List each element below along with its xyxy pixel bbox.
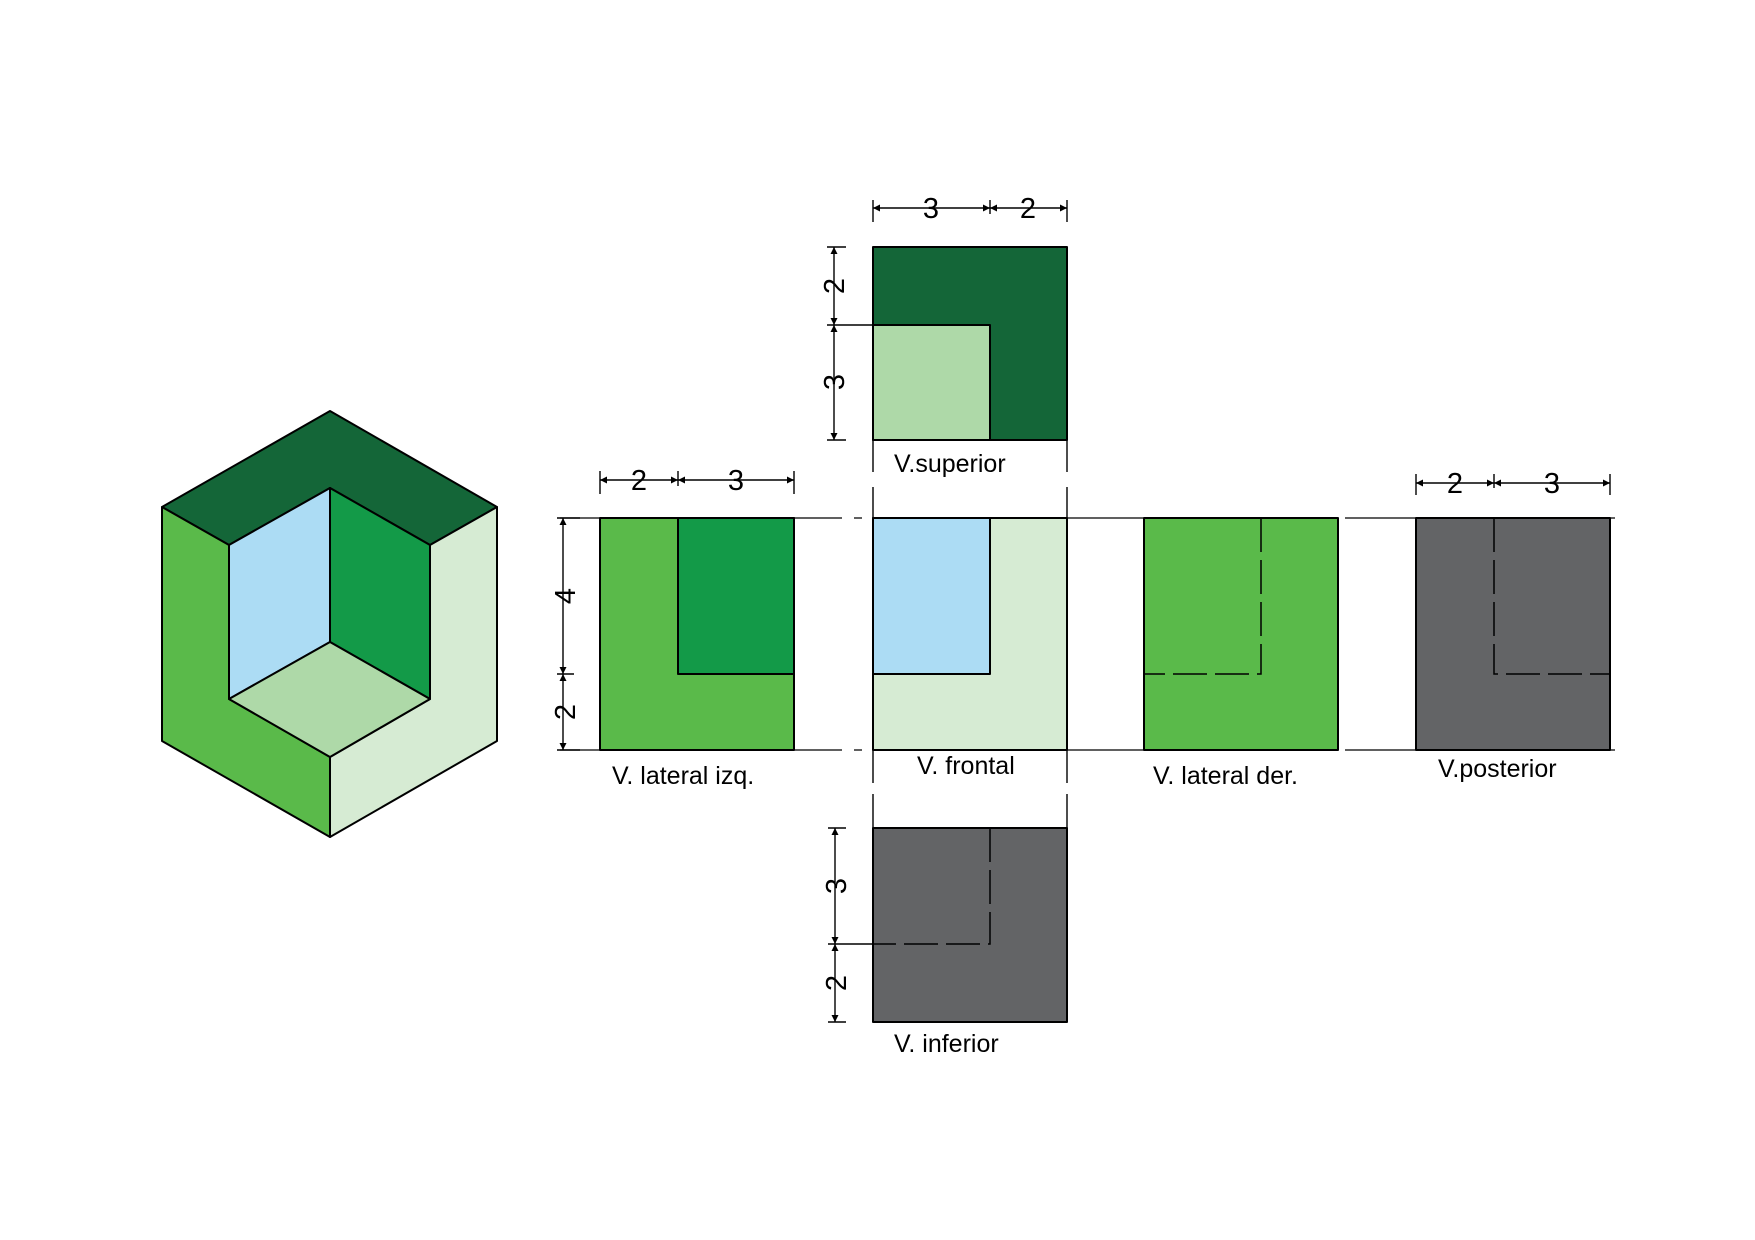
superior-label: V.superior xyxy=(894,450,1006,478)
lateral-der-hidden-lines xyxy=(1144,518,1262,675)
superior-dimension-top: 3 2 xyxy=(872,193,1068,225)
lateral-der-outline xyxy=(1143,517,1339,751)
posterior-dim-top-2: 3 xyxy=(1544,468,1560,500)
superior-dimension-left: 2 3 xyxy=(819,246,873,441)
view-lateral-izq: V. lateral izq. 2 3 4 2 xyxy=(550,465,795,790)
frontal-label: V. frontal xyxy=(917,752,1015,780)
frontal-inner-face xyxy=(872,517,991,675)
superior-dim-left-2: 3 xyxy=(819,374,851,390)
lateral-izq-inner-face xyxy=(677,517,795,675)
posterior-dim-top-1: 2 xyxy=(1447,468,1463,500)
lateral-izq-dim-left-1: 4 xyxy=(550,588,582,604)
iso-inner-floor-face xyxy=(228,641,431,758)
posterior-label: V.posterior xyxy=(1438,755,1557,783)
view-inferior: V. inferior 3 2 xyxy=(821,827,1068,1058)
view-frontal: V. frontal xyxy=(872,517,1068,780)
inferior-dimension-left: 3 2 xyxy=(821,827,873,1023)
posterior-outline xyxy=(1415,517,1611,751)
lateral-izq-label: V. lateral izq. xyxy=(612,762,754,790)
lateral-der-label: V. lateral der. xyxy=(1153,762,1298,790)
lateral-izq-dim-top-2: 3 xyxy=(728,465,744,497)
lateral-izq-dimension-top: 2 3 xyxy=(599,465,795,497)
inferior-dim-left-2: 2 xyxy=(821,975,853,991)
inferior-dim-left-1: 3 xyxy=(821,878,853,894)
inferior-outline xyxy=(872,827,1068,1023)
superior-inner-floor xyxy=(872,324,991,441)
isometric-view xyxy=(161,410,498,838)
lateral-izq-dim-left-2: 2 xyxy=(550,704,582,720)
lateral-izq-dim-top-1: 2 xyxy=(631,465,647,497)
view-superior: V.superior 3 2 2 3 xyxy=(819,193,1068,478)
view-lateral-der: V. lateral der. xyxy=(1143,517,1339,790)
posterior-dimension-top: 2 3 xyxy=(1415,468,1611,500)
superior-dim-top-2: 2 xyxy=(1020,193,1036,225)
view-posterior: V.posterior 2 3 xyxy=(1415,468,1611,783)
superior-dim-left-1: 2 xyxy=(819,278,851,294)
superior-dim-top-1: 3 xyxy=(923,193,939,225)
lateral-izq-dimension-left: 4 2 xyxy=(550,517,582,751)
posterior-hidden-lines xyxy=(1493,518,1610,675)
inferior-hidden-lines xyxy=(873,828,991,945)
inferior-label: V. inferior xyxy=(894,1030,999,1058)
